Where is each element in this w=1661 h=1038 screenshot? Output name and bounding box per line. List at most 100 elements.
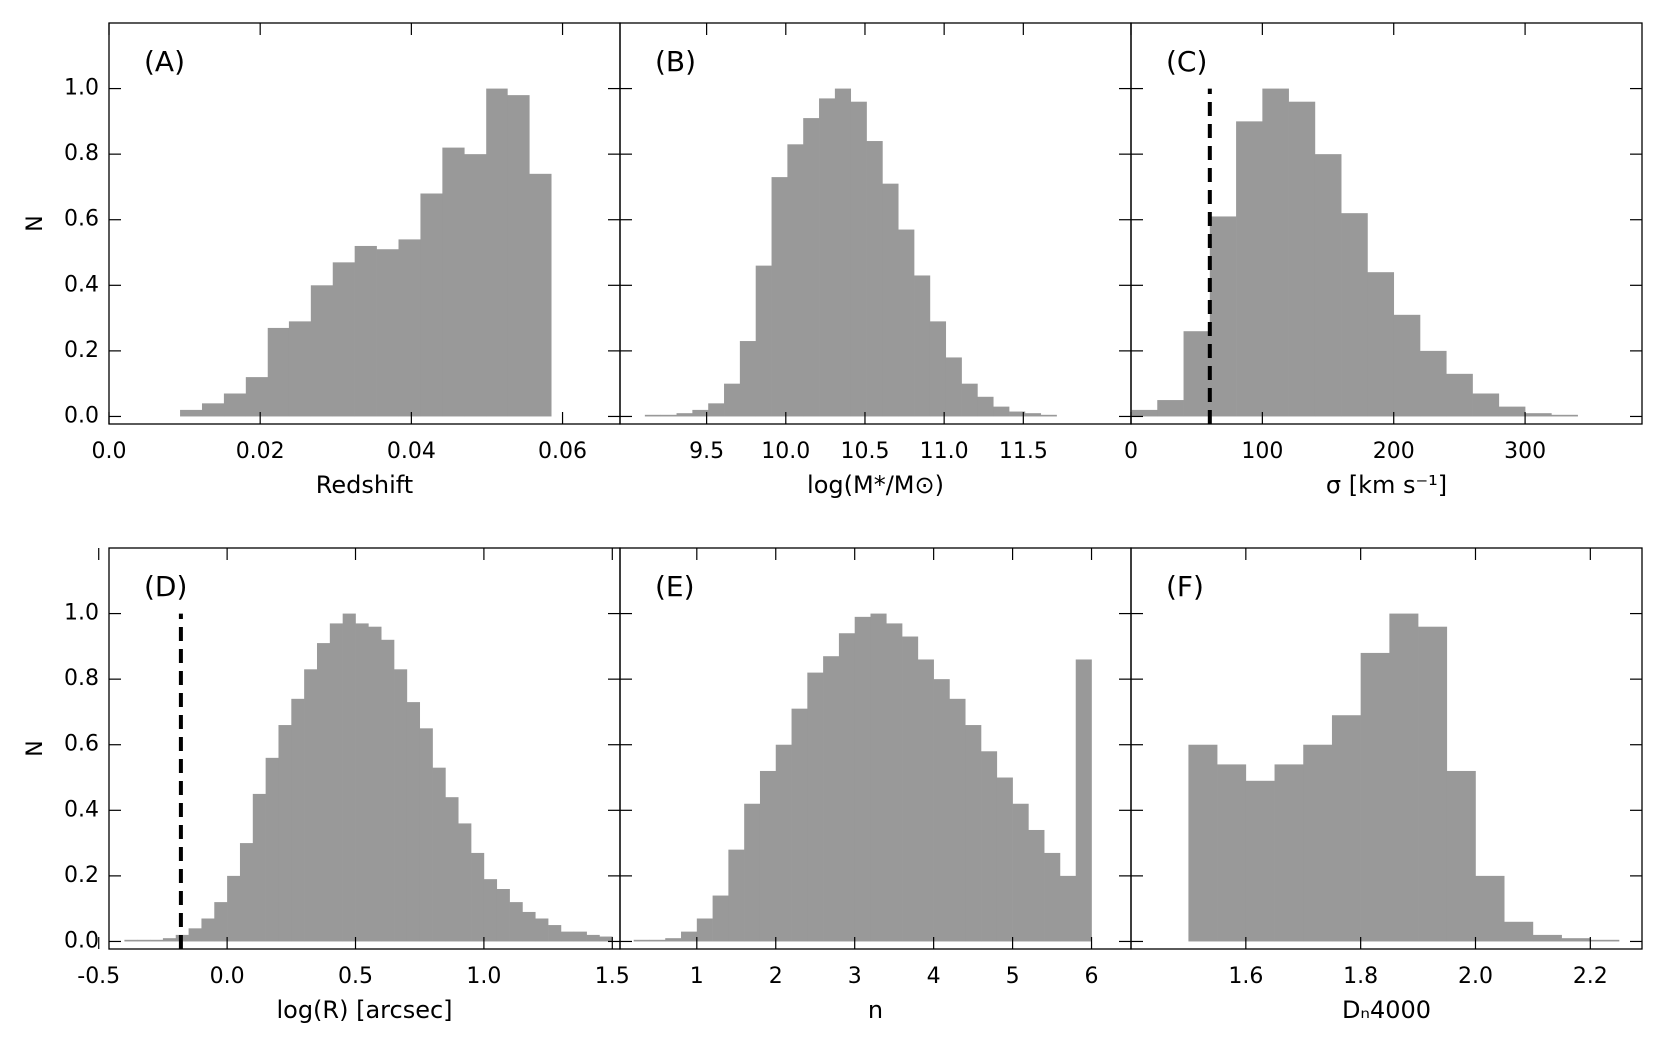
- bar: [1245, 780, 1275, 942]
- bar: [1131, 409, 1158, 417]
- bar: [1044, 852, 1061, 942]
- bar: [245, 377, 269, 417]
- bar: [787, 144, 804, 417]
- bar: [381, 639, 395, 942]
- bar: [464, 154, 487, 417]
- x-tick-label: 0.0: [210, 964, 245, 989]
- x-axis-label: σ [km s⁻¹]: [1326, 471, 1447, 499]
- bar: [1209, 216, 1237, 417]
- panel-label: (E): [655, 570, 695, 603]
- bar: [633, 939, 650, 942]
- y-tick-label: 1.0: [64, 601, 99, 626]
- bar: [522, 911, 536, 942]
- bar: [850, 101, 867, 417]
- bar: [644, 414, 661, 417]
- bar: [724, 383, 741, 417]
- bar: [807, 672, 824, 942]
- bar: [1009, 411, 1026, 417]
- y-axis-label: N: [23, 740, 48, 756]
- bar: [288, 321, 312, 417]
- bar: [368, 626, 382, 942]
- bar: [933, 679, 950, 942]
- panel-label: (A): [144, 45, 185, 78]
- bar: [819, 98, 836, 417]
- bar: [573, 931, 587, 942]
- bar: [1183, 331, 1211, 417]
- bar: [304, 669, 318, 942]
- panel-label: (F): [1166, 570, 1204, 603]
- bar: [692, 409, 709, 417]
- x-axis-label: Redshift: [316, 471, 413, 499]
- bar: [445, 797, 459, 942]
- bar: [1024, 413, 1042, 417]
- bar: [507, 95, 530, 417]
- y-tick-label: 1.0: [64, 76, 99, 101]
- y-tick-label: 0.0: [64, 403, 99, 428]
- bar: [291, 698, 305, 942]
- bar: [665, 938, 682, 942]
- frame: [1130, 547, 1643, 950]
- bar: [649, 939, 666, 942]
- y-tick-label: 0.6: [64, 732, 99, 757]
- x-tick-label: 2.2: [1573, 964, 1608, 989]
- bar: [838, 633, 855, 942]
- bar: [739, 341, 757, 417]
- bar: [1059, 875, 1077, 942]
- bar: [1532, 934, 1562, 942]
- bar: [267, 327, 290, 417]
- bar: [1157, 400, 1184, 417]
- bar: [1561, 938, 1591, 942]
- x-tick-label: 0.04: [387, 439, 436, 464]
- bar: [586, 934, 600, 942]
- x-tick-label: 9.5: [689, 439, 724, 464]
- x-tick-label: 1.5: [595, 964, 630, 989]
- bar: [949, 698, 966, 942]
- bar: [977, 396, 994, 417]
- bar: [755, 265, 772, 417]
- bar: [124, 939, 138, 942]
- bar: [332, 262, 355, 417]
- bar: [419, 728, 433, 942]
- x-tick-label: 1.0: [466, 964, 501, 989]
- bar: [180, 409, 203, 417]
- x-tick-label: 2: [769, 964, 783, 989]
- bar: [775, 744, 792, 942]
- x-tick-label: 0.5: [338, 964, 373, 989]
- x-tick-label: 200: [1373, 439, 1415, 464]
- bar: [376, 249, 399, 417]
- y-tick-label: 0.0: [64, 928, 99, 953]
- y-tick-label: 0.6: [64, 207, 99, 232]
- bar: [1393, 314, 1421, 417]
- bar: [214, 902, 228, 942]
- bar: [1504, 921, 1534, 942]
- x-tick-label: 3: [848, 964, 862, 989]
- bar: [945, 357, 962, 417]
- x-tick-label: 11.5: [999, 439, 1048, 464]
- bar: [902, 636, 919, 942]
- bar: [993, 406, 1010, 417]
- bar: [1498, 406, 1526, 417]
- x-axis-label: log(R) [arcsec]: [276, 996, 452, 1024]
- bar: [854, 616, 871, 942]
- bar: [759, 770, 777, 942]
- bar: [1262, 88, 1289, 417]
- x-tick-label: 300: [1504, 439, 1546, 464]
- bar: [529, 173, 552, 417]
- bar: [278, 725, 292, 942]
- bar: [188, 928, 202, 942]
- bar: [560, 931, 575, 942]
- bar: [496, 888, 510, 942]
- bar: [1331, 715, 1361, 942]
- bar: [599, 936, 613, 942]
- x-axis-label: Dₙ4000: [1342, 996, 1431, 1024]
- bar: [310, 285, 334, 417]
- bar: [882, 183, 899, 417]
- y-tick-label: 0.8: [64, 666, 99, 691]
- bar: [1288, 101, 1316, 417]
- y-tick-label: 0.4: [64, 797, 99, 822]
- bar: [420, 193, 443, 417]
- bar: [866, 141, 883, 417]
- bar: [1551, 414, 1578, 417]
- bar: [252, 793, 266, 942]
- bar: [1590, 939, 1620, 942]
